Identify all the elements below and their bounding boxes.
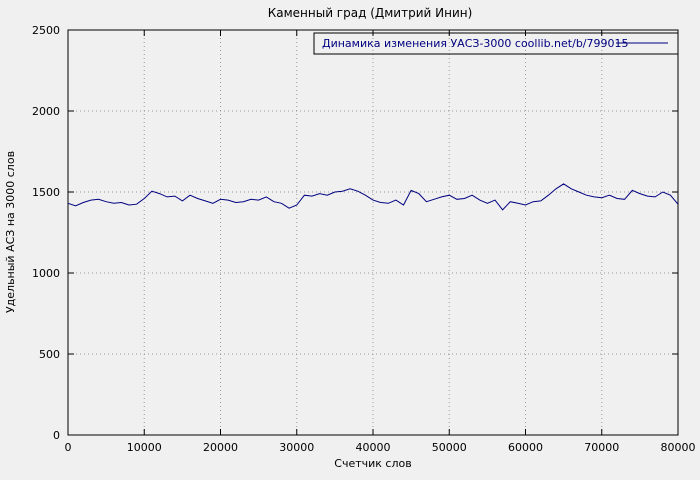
x-tick-label: 80000 [661, 441, 696, 454]
legend-box [313, 32, 679, 55]
y-tick-label: 500 [39, 348, 60, 361]
y-tick-label: 1000 [32, 267, 60, 280]
grid-lines [67, 29, 679, 436]
y-tick-label: 0 [53, 429, 60, 442]
x-tick-label: 20000 [203, 441, 238, 454]
x-tick-label: 70000 [584, 441, 619, 454]
x-tick-label: 0 [65, 441, 72, 454]
y-axis-label: Удельный АСЗ на 3000 слов [4, 151, 17, 313]
legend: Динамика изменения УАСЗ-3000 coollib.net… [313, 32, 679, 55]
x-tick-label: 60000 [508, 441, 543, 454]
y-tick-label: 1500 [32, 186, 60, 199]
x-axis-label: Счетчик слов [334, 457, 411, 470]
chart-title: Каменный град (Дмитрий Инин) [268, 6, 473, 20]
y-tick-label: 2500 [32, 24, 60, 37]
tick-labels: 0 10000 20000 30000 40000 50000 60000 70000 8000… [32, 24, 696, 454]
y-tick-label: 2000 [32, 105, 60, 118]
x-tick-label: 30000 [279, 441, 314, 454]
x-tick-label: 40000 [356, 441, 391, 454]
legend-label: Динамика изменения УАСЗ-3000 coollib.net… [322, 37, 629, 50]
x-tick-label: 10000 [127, 441, 162, 454]
data-line [67, 183, 679, 211]
x-tick-label: 50000 [432, 441, 467, 454]
